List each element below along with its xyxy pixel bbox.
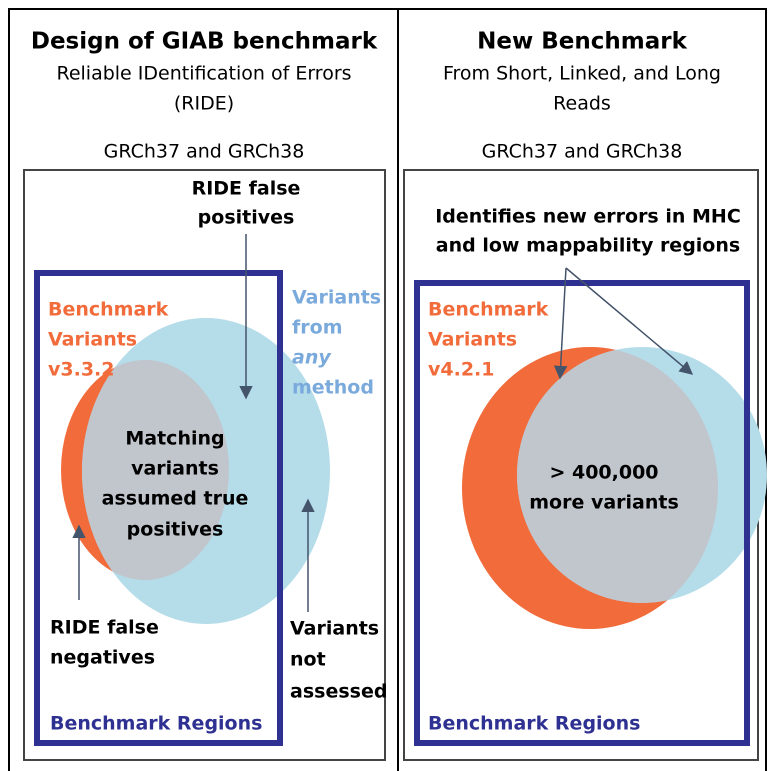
- label: Benchmark: [48, 299, 169, 321]
- overlap: [82, 360, 229, 580]
- label: RIDE false: [50, 617, 159, 639]
- frame: [8, 8, 767, 771]
- label: more variants: [529, 492, 679, 514]
- subtitle: Reads: [553, 93, 611, 115]
- title: New Benchmark: [477, 29, 687, 55]
- label: Variants: [290, 618, 379, 640]
- label: Identifies new errors in MHC: [435, 206, 741, 228]
- regions-box: [414, 280, 750, 746]
- label: v3.3.2: [48, 359, 114, 381]
- label: assessed: [290, 681, 387, 703]
- reference: GRCh37 and GRCh38: [104, 141, 305, 163]
- label: not: [290, 649, 326, 671]
- label: variants: [131, 458, 219, 480]
- arrow: [565, 267, 694, 375]
- subtitle: From Short, Linked, and Long: [443, 63, 721, 85]
- subtitle: (RIDE): [174, 93, 234, 115]
- label: v4.2.1: [428, 359, 494, 381]
- title: Design of GIAB benchmark: [31, 29, 378, 55]
- label: Matching: [125, 428, 224, 450]
- arrow: [553, 267, 568, 380]
- label: from: [292, 317, 343, 339]
- label: method: [292, 377, 374, 399]
- label: Variants: [292, 287, 381, 309]
- regions-box: [34, 270, 283, 746]
- label: and low mappability regions: [436, 235, 740, 257]
- label: Benchmark: [428, 299, 549, 321]
- label: Variants: [428, 329, 517, 351]
- regions-label: Benchmark Regions: [428, 713, 640, 735]
- label: Variants: [48, 329, 137, 351]
- regions-label: Benchmark Regions: [50, 713, 262, 735]
- subtitle: Reliable IDentification of Errors: [56, 63, 351, 85]
- label: assumed true: [102, 488, 249, 510]
- label: positives: [198, 207, 295, 229]
- label: negatives: [50, 647, 155, 669]
- label: RIDE false: [192, 178, 301, 200]
- label: any: [292, 347, 332, 369]
- label: > 400,000: [549, 462, 658, 484]
- reference: GRCh37 and GRCh38: [482, 141, 683, 163]
- label: positives: [127, 519, 224, 541]
- panel-box: [23, 169, 386, 761]
